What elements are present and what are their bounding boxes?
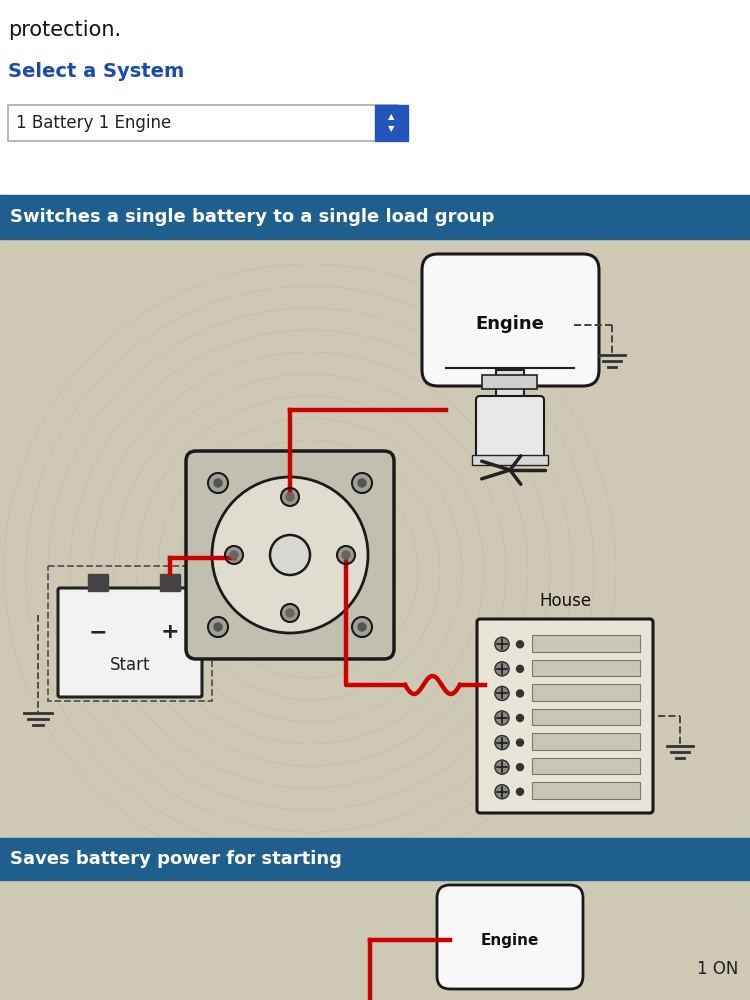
Bar xyxy=(532,709,640,725)
Text: 1 Battery 1 Engine: 1 Battery 1 Engine xyxy=(16,114,171,132)
Circle shape xyxy=(495,711,509,725)
FancyBboxPatch shape xyxy=(186,451,394,659)
Bar xyxy=(48,566,212,701)
Circle shape xyxy=(358,479,366,487)
Bar xyxy=(532,684,640,701)
Text: Engine: Engine xyxy=(476,315,544,333)
Circle shape xyxy=(495,760,509,774)
Bar xyxy=(532,758,640,774)
Text: +: + xyxy=(160,622,179,642)
Circle shape xyxy=(281,488,299,506)
Circle shape xyxy=(212,477,368,633)
Text: House: House xyxy=(539,592,591,610)
Bar xyxy=(0,195,750,840)
FancyBboxPatch shape xyxy=(437,885,583,989)
Circle shape xyxy=(517,641,524,648)
Text: Start: Start xyxy=(110,656,150,674)
Circle shape xyxy=(214,623,222,631)
Bar xyxy=(532,660,640,676)
Bar xyxy=(0,195,750,239)
Circle shape xyxy=(517,690,524,697)
Circle shape xyxy=(225,546,243,564)
FancyBboxPatch shape xyxy=(476,396,544,459)
Circle shape xyxy=(517,764,524,771)
Bar xyxy=(472,455,548,465)
Bar xyxy=(160,574,180,591)
Circle shape xyxy=(230,551,238,559)
Text: Engine: Engine xyxy=(481,934,539,948)
Circle shape xyxy=(342,551,350,559)
Circle shape xyxy=(495,662,509,676)
Circle shape xyxy=(208,617,228,637)
Circle shape xyxy=(270,535,310,575)
Text: −: − xyxy=(88,622,107,642)
Text: Select a System: Select a System xyxy=(8,62,184,81)
Circle shape xyxy=(286,493,294,501)
Bar xyxy=(532,733,640,750)
Circle shape xyxy=(517,788,524,795)
Text: Switches a single battery to a single load group: Switches a single battery to a single lo… xyxy=(10,208,494,226)
Text: ▼: ▼ xyxy=(388,124,394,133)
FancyBboxPatch shape xyxy=(422,254,599,386)
Bar xyxy=(0,0,750,195)
Text: Saves battery power for starting: Saves battery power for starting xyxy=(10,850,342,868)
Circle shape xyxy=(358,623,366,631)
FancyBboxPatch shape xyxy=(8,105,398,141)
Circle shape xyxy=(517,739,524,746)
Circle shape xyxy=(495,736,509,750)
Bar xyxy=(532,782,640,799)
Circle shape xyxy=(352,617,372,637)
Bar xyxy=(532,635,640,652)
Circle shape xyxy=(495,637,509,651)
Bar xyxy=(482,375,537,389)
Text: protection.: protection. xyxy=(8,20,122,40)
Circle shape xyxy=(352,473,372,493)
Text: 1 ON: 1 ON xyxy=(697,960,738,978)
Circle shape xyxy=(286,609,294,617)
Circle shape xyxy=(208,473,228,493)
Bar xyxy=(0,880,750,1000)
Bar xyxy=(88,574,108,591)
Circle shape xyxy=(214,479,222,487)
Bar xyxy=(496,370,524,400)
Circle shape xyxy=(517,715,524,722)
FancyBboxPatch shape xyxy=(477,619,653,813)
Circle shape xyxy=(517,665,524,672)
Circle shape xyxy=(495,686,509,700)
Text: ▲: ▲ xyxy=(388,112,394,121)
FancyBboxPatch shape xyxy=(58,588,202,697)
Bar xyxy=(0,838,750,880)
Circle shape xyxy=(281,604,299,622)
Circle shape xyxy=(495,785,509,799)
Bar xyxy=(375,105,408,141)
Circle shape xyxy=(337,546,355,564)
